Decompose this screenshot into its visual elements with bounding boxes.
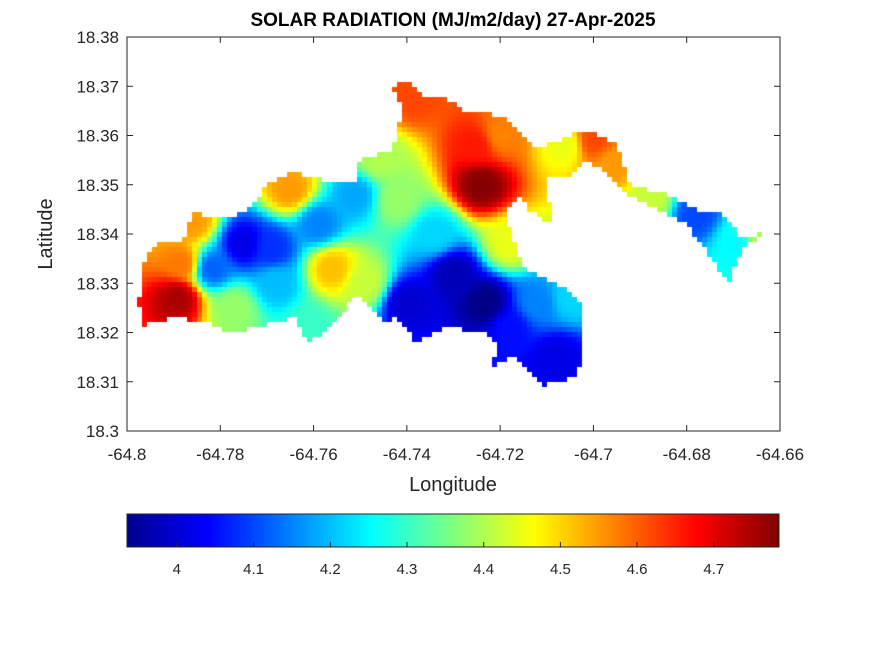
heatmap-image (127, 37, 780, 431)
heatmap-layer (127, 37, 780, 431)
y-tick-label: 18.36 (76, 127, 119, 146)
axis-ticks: -64.8 -64.78 -64.76 -64.74 -64.72 -64.7 -64.68… (76, 28, 804, 464)
y-tick-label: 18.34 (76, 225, 119, 244)
colorbar-tick-label: 4.3 (397, 561, 418, 578)
x-tick-label: -64.78 (196, 445, 244, 464)
colorbar-tick-label: 4.2 (320, 561, 341, 578)
x-tick-label: -64.72 (476, 445, 524, 464)
x-tick-label: -64.66 (756, 445, 804, 464)
colorbar-tick-label: 4.4 (473, 561, 494, 578)
y-tick-label: 18.32 (76, 324, 119, 343)
y-tick-label: 18.3 (86, 422, 119, 441)
x-tick-label: -64.7 (574, 445, 613, 464)
colorbar-ticks: 4 4.1 4.2 4.3 4.4 4.5 4.6 4.7 (173, 542, 724, 578)
y-tick-label: 18.31 (76, 373, 119, 392)
colorbar-tick-label: 4.7 (703, 561, 724, 578)
y-tick-label: 18.35 (76, 176, 119, 195)
x-axis-label: Longitude (409, 474, 497, 496)
colorbar-tick-label: 4.1 (243, 561, 264, 578)
colorbar (126, 513, 780, 548)
colorbar-tick-label: 4.5 (550, 561, 571, 578)
y-tick-label: 18.38 (76, 28, 119, 47)
x-tick-label: -64.74 (383, 445, 431, 464)
chart-title: SOLAR RADIATION (MJ/m2/day) 27-Apr-2025 (250, 10, 655, 31)
colorbar-tick-label: 4.6 (627, 561, 648, 578)
y-axis-label: Latitude (35, 198, 57, 269)
colorbar-tick-label: 4 (173, 561, 181, 578)
x-tick-label: -64.76 (289, 445, 337, 464)
y-tick-label: 18.37 (76, 77, 119, 96)
x-tick-label: -64.8 (108, 445, 147, 464)
y-tick-label: 18.33 (76, 274, 119, 293)
x-tick-label: -64.68 (663, 445, 711, 464)
